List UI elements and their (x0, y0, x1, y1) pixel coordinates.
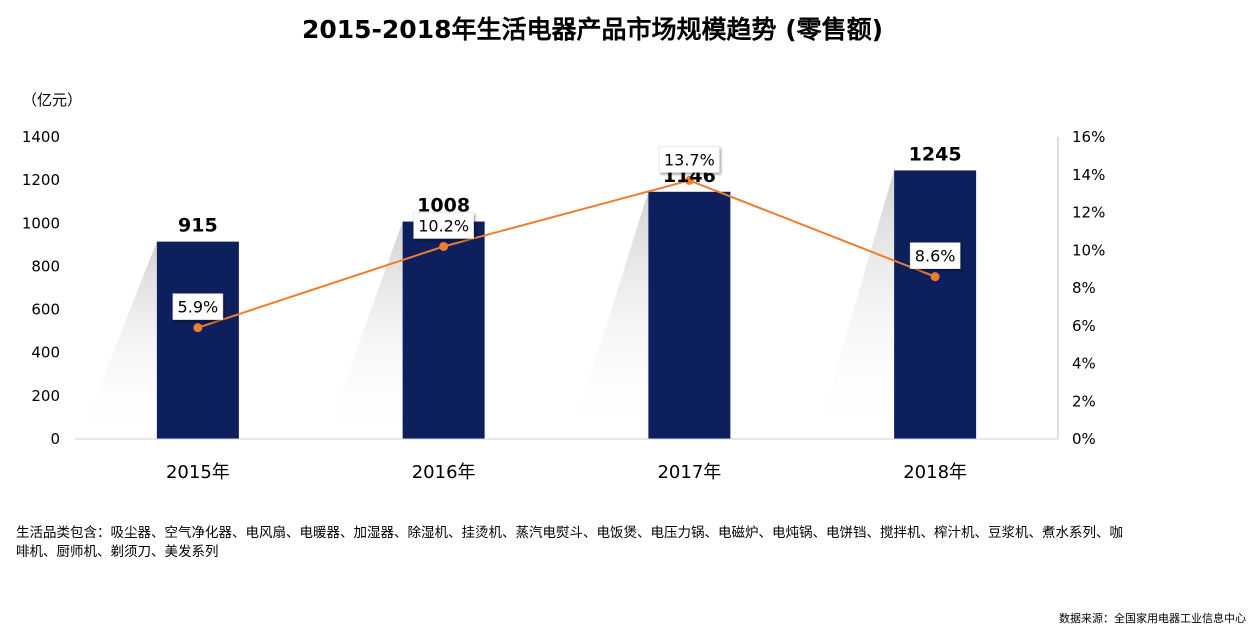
y-tick-label: 200 (31, 387, 60, 405)
growth-line (197, 179, 936, 329)
growth-point (684, 175, 694, 185)
y2-tick-label: 0% (1072, 430, 1096, 448)
growth-label: 13.7% (664, 150, 715, 169)
footnote: 生活品类包含：吸尘器、空气净化器、电风扇、电暖器、加湿器、除湿机、挂烫机、蒸汽电… (16, 525, 1123, 560)
y2-tick-label: 8% (1072, 279, 1096, 297)
bar-shadow (78, 241, 157, 439)
growth-label: 10.2% (418, 216, 469, 235)
y-tick-label: 600 (31, 301, 60, 319)
y2-tick-label: 2% (1072, 392, 1096, 410)
bar-shadow (570, 191, 649, 439)
bar-shadow (816, 170, 895, 439)
bar (156, 241, 239, 439)
y-tick-label: 0 (50, 430, 60, 448)
y2-tick-label: 4% (1072, 355, 1096, 373)
y-tick-label: 1200 (22, 171, 60, 189)
x-tick-label: 2016年 (412, 462, 476, 483)
growth-point (439, 241, 449, 251)
bar-value-label: 915 (178, 215, 218, 237)
y-axis-unit-label: （亿元） (22, 91, 83, 109)
growth-point (193, 323, 203, 333)
growth-label-box (659, 146, 720, 173)
chart-plot: 0 200 400 600 800 1000 1200 1400 0% 2% 4% 6% 8% 10% 12… (22, 128, 1106, 483)
growth-label: 5.9% (178, 298, 219, 317)
bar-value-label: 1008 (417, 195, 470, 217)
growth-point (930, 272, 940, 282)
y2-tick-label: 12% (1072, 204, 1105, 222)
y-tick-label: 400 (31, 344, 60, 362)
y2-tick-label: 10% (1072, 241, 1105, 259)
y2-tick-label: 14% (1072, 166, 1105, 184)
x-tick-label: 2017年 (657, 462, 721, 483)
growth-label: 8.6% (915, 247, 956, 266)
x-tick-label: 2018年 (903, 462, 967, 483)
growth-label-box (413, 212, 474, 239)
y-tick-label: 1000 (22, 214, 60, 232)
y2-tick-label: 16% (1072, 128, 1105, 146)
bar-value-label: 1245 (909, 143, 962, 165)
bar-shadow (324, 221, 403, 439)
data-source: 数据来源：全国家用电器工业信息中心 (1059, 612, 1246, 625)
y-tick-label: 800 (31, 257, 60, 275)
y-tick-label: 1400 (22, 128, 60, 146)
growth-label-box (172, 293, 224, 320)
bar (648, 191, 731, 439)
y2-tick-label: 6% (1072, 317, 1096, 335)
x-tick-label: 2015年 (166, 462, 230, 483)
bar (894, 170, 977, 439)
bar (402, 221, 485, 439)
growth-label-box (909, 242, 961, 269)
chart-title: 2015-2018年生活电器产品市场规模趋势 (零售额) (301, 15, 884, 44)
